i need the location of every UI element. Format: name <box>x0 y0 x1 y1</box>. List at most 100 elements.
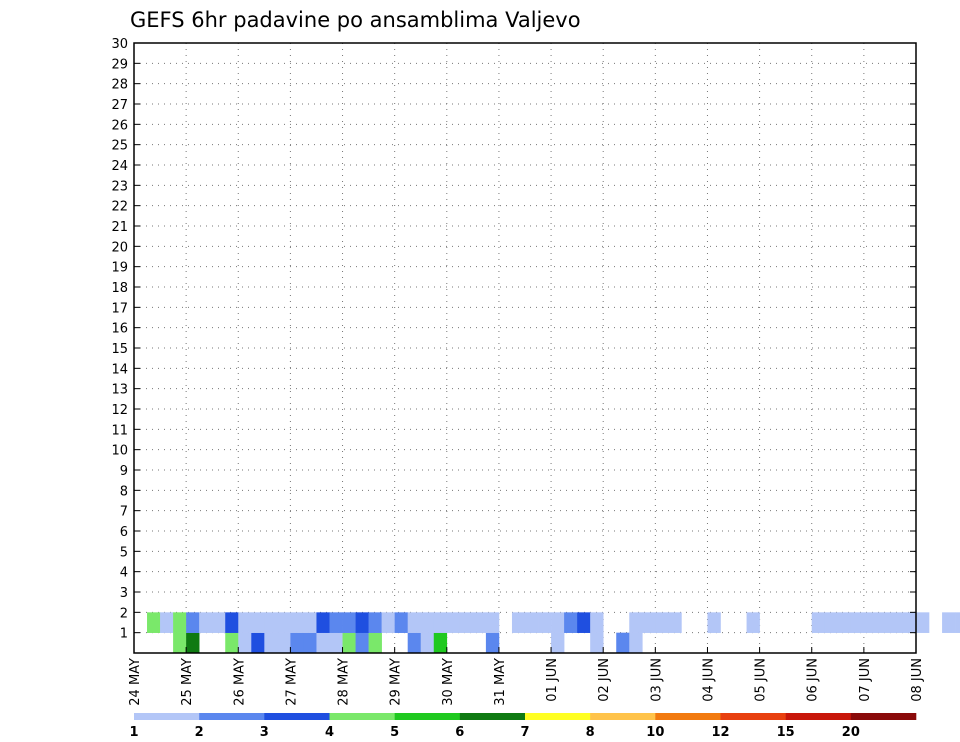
heatmap-cell <box>251 632 265 654</box>
heatmap-cell <box>277 612 291 633</box>
x-tick-label: 27 MAY <box>284 658 299 706</box>
y-tick-label: 10 <box>111 444 128 459</box>
heatmap-cell <box>876 612 891 633</box>
y-tick-label: 16 <box>111 322 128 337</box>
heatmap-cell <box>824 612 839 633</box>
heatmap-cell <box>538 612 552 633</box>
heatmap-cell <box>186 612 200 633</box>
x-tick-label: 26 MAY <box>232 658 247 706</box>
legend-label: 6 <box>455 725 464 740</box>
y-tick-label: 22 <box>111 200 128 215</box>
y-tick-label: 18 <box>111 281 128 296</box>
heatmap-cell <box>381 612 395 633</box>
legend-label: 12 <box>711 725 729 740</box>
heatmap-cell <box>225 632 239 654</box>
legend-swatch <box>525 713 591 720</box>
heatmap-cell <box>277 632 291 654</box>
heatmap-cell <box>433 612 448 633</box>
heatmap-cell <box>407 612 422 633</box>
legend-swatch <box>394 713 461 720</box>
heatmap-cell <box>173 612 187 633</box>
heatmap-cell <box>459 612 474 633</box>
legend-swatch <box>134 713 200 720</box>
heatmap-cell <box>511 612 526 633</box>
heatmap-cell <box>264 632 278 654</box>
heatmap-cell <box>238 612 252 633</box>
legend-swatch <box>459 713 526 720</box>
heatmap-cell <box>889 612 904 633</box>
heatmap-cell <box>551 612 565 633</box>
y-tick-label: 27 <box>111 98 128 113</box>
heatmap-cell <box>629 612 643 633</box>
y-tick-label: 29 <box>111 57 128 72</box>
heatmap-cell <box>446 612 461 633</box>
heatmap-cell <box>303 632 317 654</box>
heatmap-cell <box>186 632 200 654</box>
x-tick-label: 29 MAY <box>389 658 404 706</box>
heatmap-cell <box>147 612 161 633</box>
heatmap-cell <box>616 632 630 654</box>
y-tick-label: 24 <box>111 159 128 174</box>
heatmap-cell <box>407 632 422 654</box>
x-axis-ticks: 24 MAY 25 MAY 26 MAY 27 MAY 28 MAY 29 MAY 30 M… <box>128 647 925 706</box>
y-tick-label: 7 <box>120 505 128 520</box>
heatmap-cell <box>577 612 591 633</box>
y-tick-label: 8 <box>120 484 128 499</box>
x-tick-label: 02 JUN <box>597 658 612 702</box>
heatmap-cell <box>629 632 643 654</box>
heatmap-cell <box>212 612 226 633</box>
heatmap-cell <box>564 612 578 633</box>
heatmap-cell <box>642 612 656 633</box>
legend-label: 5 <box>390 725 399 740</box>
grid-lines <box>134 42 916 653</box>
y-tick-label: 4 <box>120 566 128 581</box>
heatmap-cell <box>342 612 356 633</box>
heatmap-cell <box>264 612 278 633</box>
y-tick-label: 11 <box>111 423 128 438</box>
y-axis-ticks: 1234567891011121314151617181920212223242… <box>111 37 916 642</box>
heatmap-cell <box>746 612 760 633</box>
y-tick-label: 6 <box>120 525 128 540</box>
heatmap-cell <box>251 612 265 633</box>
heatmap-cell <box>811 612 826 633</box>
y-tick-label: 5 <box>120 545 128 560</box>
legend-swatch <box>199 713 265 720</box>
heatmap-cell <box>355 632 369 654</box>
y-tick-label: 26 <box>111 118 128 133</box>
heatmap-cell <box>368 612 382 633</box>
y-tick-label: 2 <box>120 606 128 621</box>
x-tick-label: 24 MAY <box>128 658 143 706</box>
y-tick-label: 1 <box>120 627 128 642</box>
heatmap-cell <box>290 612 304 633</box>
heatmap-cell <box>420 612 435 633</box>
heatmap-cell <box>472 612 487 633</box>
heatmap-cell <box>394 612 408 633</box>
x-tick-label: 01 JUN <box>545 658 560 702</box>
heatmap-cell <box>655 612 669 633</box>
x-tick-label: 05 JUN <box>754 658 769 702</box>
heatmap-cell <box>290 632 304 654</box>
x-tick-label: 08 JUN <box>910 658 925 702</box>
y-tick-label: 17 <box>111 301 128 316</box>
heatmap-cell <box>173 632 187 654</box>
heatmap-cell <box>942 612 956 633</box>
legend-swatch <box>720 713 786 720</box>
y-tick-label: 21 <box>111 220 128 235</box>
x-tick-label: 07 JUN <box>858 658 873 702</box>
x-tick-label: 06 JUN <box>806 658 821 702</box>
heatmap-cell <box>303 612 317 633</box>
y-tick-label: 30 <box>111 37 128 52</box>
heatmap-cell <box>238 632 252 654</box>
heatmap-cell <box>551 632 565 654</box>
legend-label: 4 <box>325 725 334 740</box>
heatmap-cell <box>707 612 721 633</box>
y-tick-label: 13 <box>111 383 128 398</box>
heatmap-cell <box>329 612 343 633</box>
heatmap-cell <box>316 612 330 633</box>
y-tick-label: 25 <box>111 139 128 154</box>
heatmap-cell <box>590 632 604 654</box>
heatmap-cell <box>525 612 539 633</box>
legend-swatch <box>850 713 917 720</box>
heatmap-cell <box>485 612 500 633</box>
legend-swatch <box>590 713 656 720</box>
